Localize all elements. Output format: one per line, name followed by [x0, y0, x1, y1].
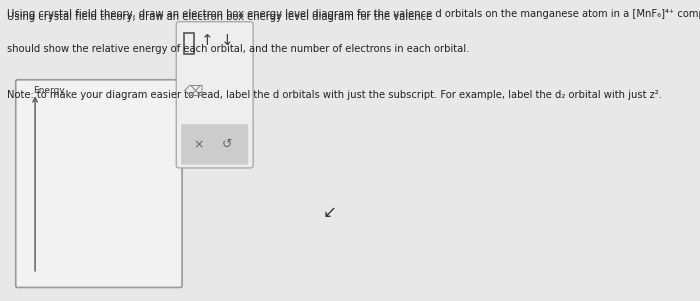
Text: should show the relative energy of each orbital, and the number of electrons in : should show the relative energy of each …	[7, 44, 469, 54]
Text: ⌫: ⌫	[183, 85, 202, 99]
Text: Using crystal field theory, draw an electron box energy level diagram for the va: Using crystal field theory, draw an elec…	[7, 9, 700, 19]
FancyBboxPatch shape	[176, 22, 253, 168]
FancyBboxPatch shape	[181, 124, 248, 165]
FancyBboxPatch shape	[15, 80, 182, 287]
Text: ×: ×	[193, 138, 204, 151]
Text: Note: to make your diagram easier to read, label the d orbitals with just the su: Note: to make your diagram easier to rea…	[7, 90, 662, 100]
Text: Energy: Energy	[33, 86, 64, 95]
Text: ↺: ↺	[222, 138, 232, 151]
Text: ↑: ↑	[200, 33, 214, 48]
Text: ↗: ↗	[319, 202, 333, 220]
Text: ↓: ↓	[220, 33, 233, 48]
Text: Using crystal field theory, draw an electron box energy level diagram for the va: Using crystal field theory, draw an elec…	[7, 12, 435, 22]
